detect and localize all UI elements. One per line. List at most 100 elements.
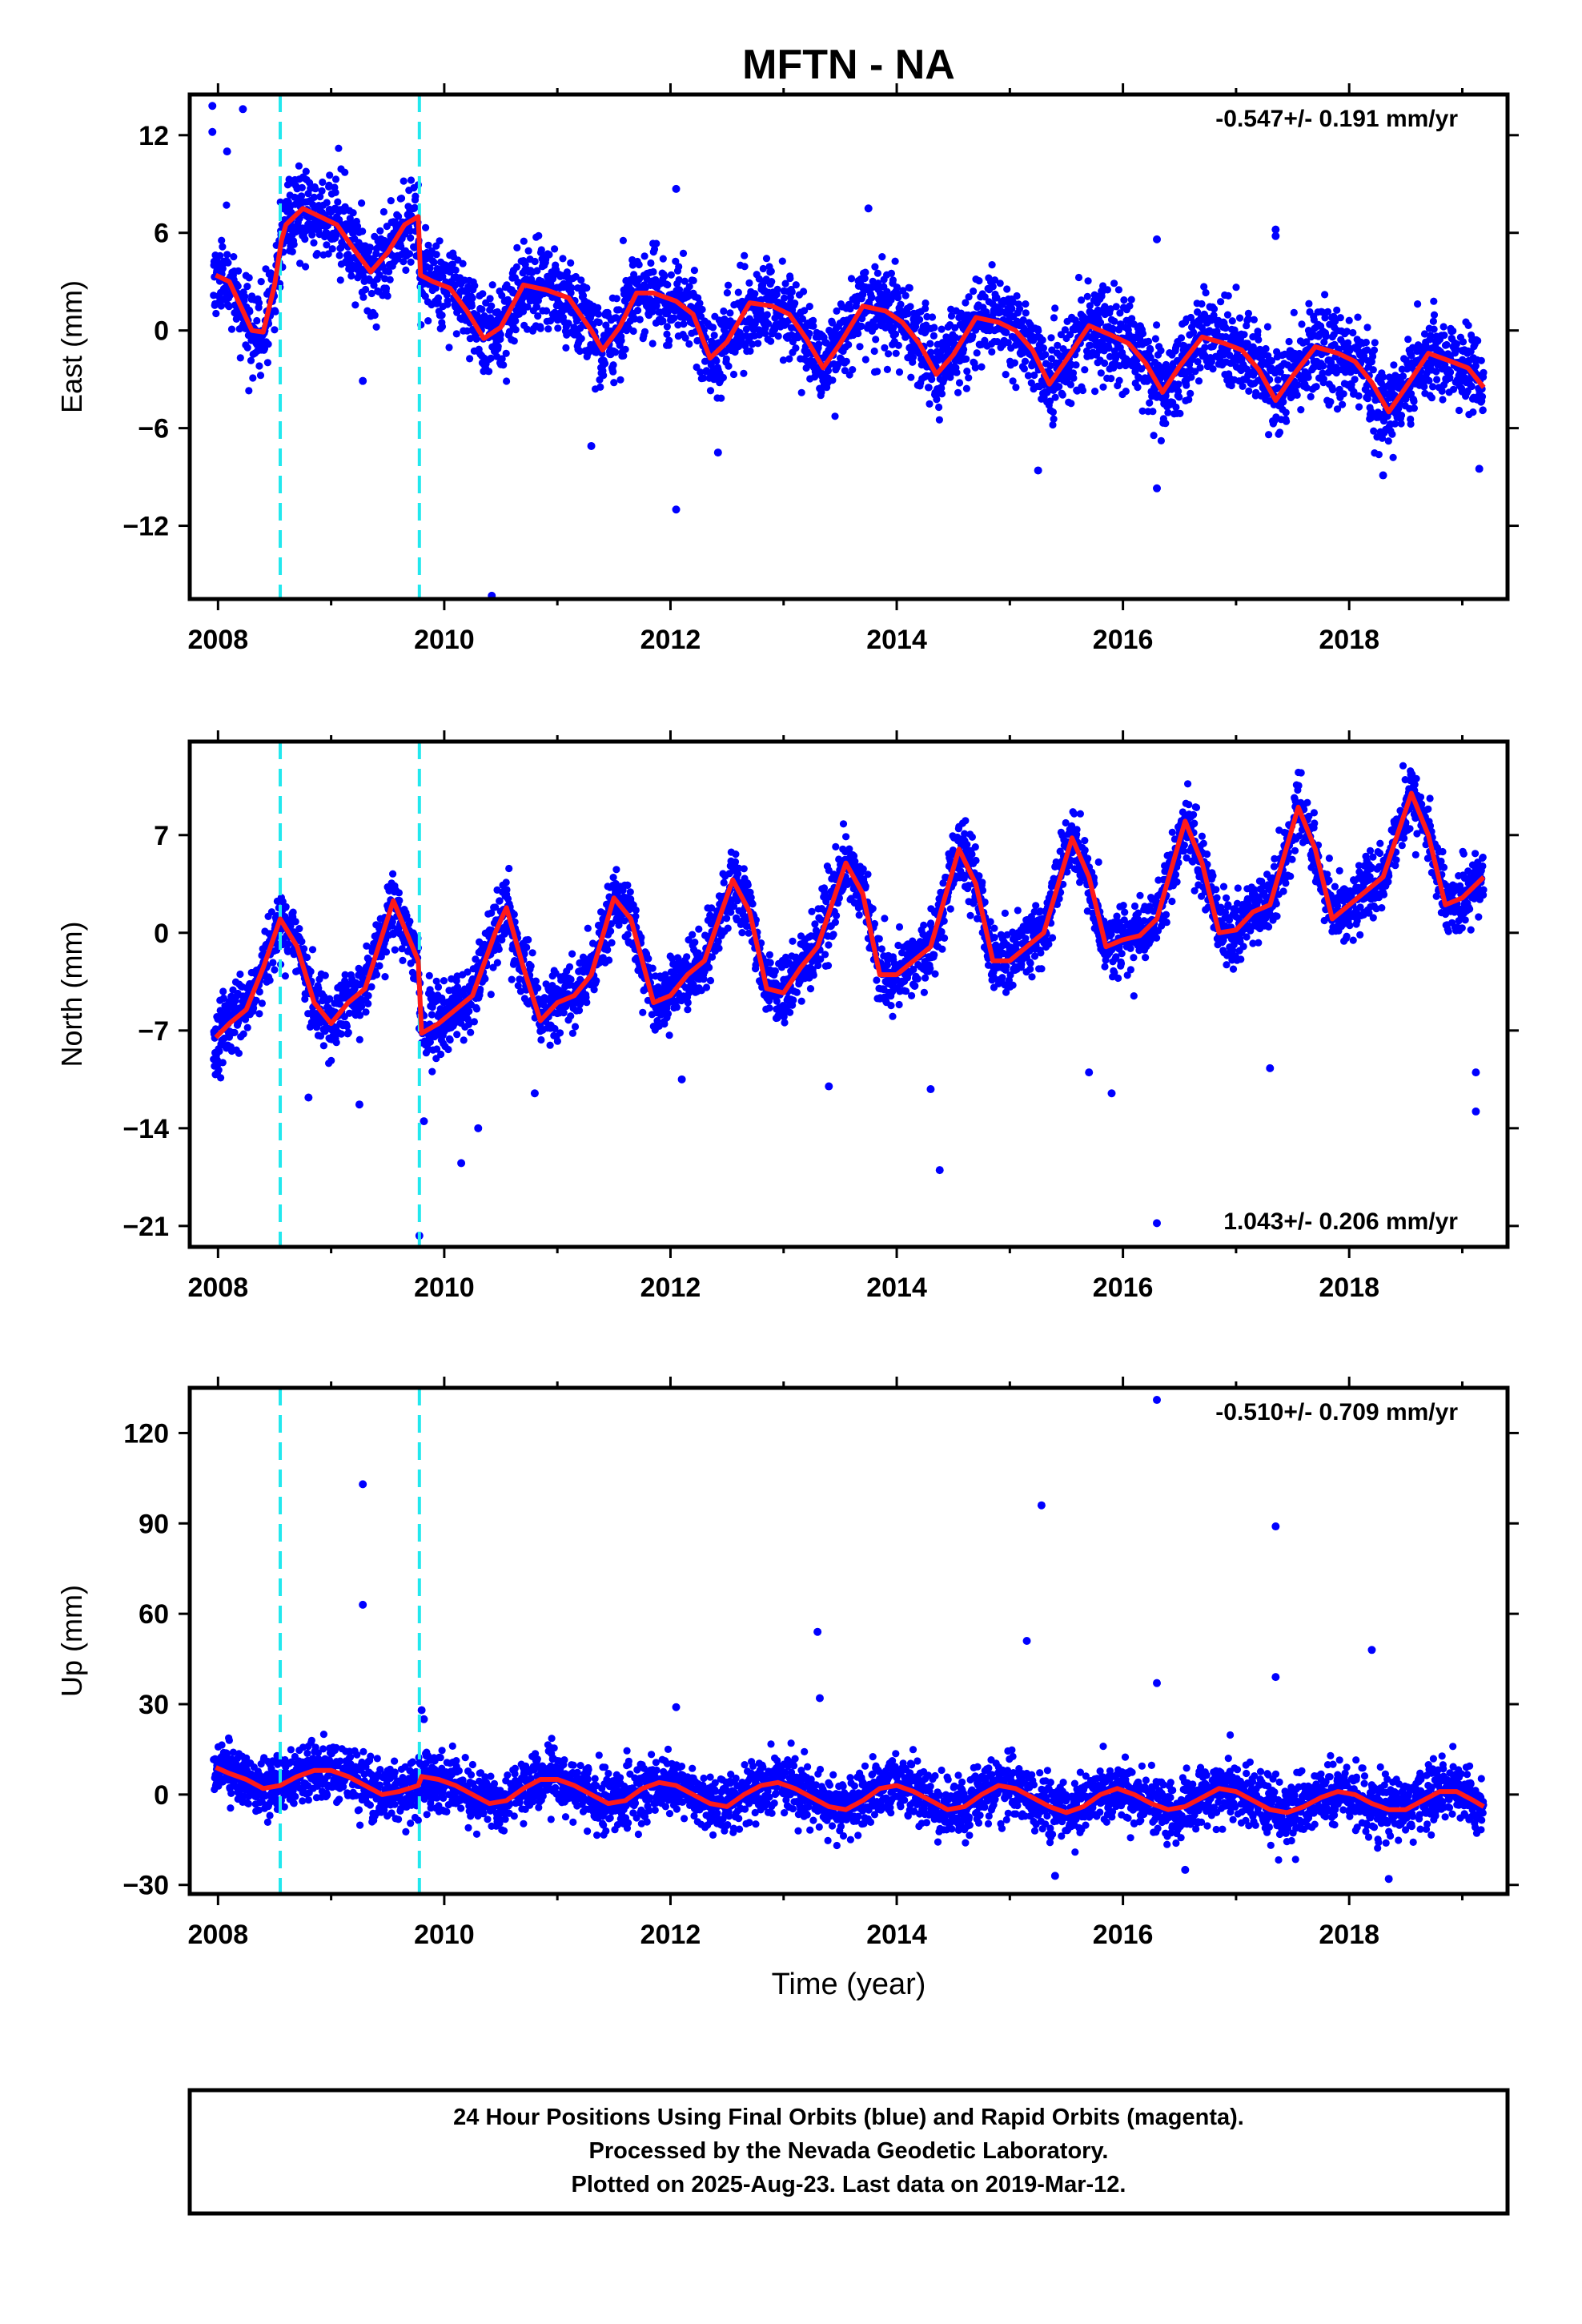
position-point — [382, 948, 391, 956]
position-point — [1126, 302, 1134, 310]
north-panel: 2008 2010 2012 2014 2016 2018−21−14−707North … — [55, 730, 1519, 1303]
position-point — [335, 251, 343, 259]
position-point — [1009, 298, 1018, 306]
position-point — [734, 288, 742, 296]
position-point — [245, 387, 253, 395]
position-point — [344, 1028, 352, 1036]
position-point — [459, 259, 467, 267]
position-point — [527, 962, 535, 970]
position-point — [1224, 292, 1232, 300]
position-point — [236, 354, 244, 362]
chart-title: MFTN - NA — [742, 42, 955, 88]
position-point — [975, 277, 983, 285]
position-point — [1410, 404, 1418, 412]
position-point — [1254, 328, 1262, 336]
position-point — [247, 356, 255, 364]
position-point — [938, 325, 946, 333]
position-point — [1153, 321, 1161, 329]
position-point — [921, 304, 930, 312]
position-point — [1327, 359, 1335, 367]
position-point — [524, 935, 532, 944]
position-point — [467, 1028, 475, 1036]
position-point — [465, 1007, 473, 1015]
position-point — [316, 1032, 325, 1040]
position-point — [1157, 436, 1165, 445]
position-point — [831, 412, 839, 420]
position-point — [487, 354, 495, 362]
position-point — [253, 316, 261, 325]
position-point — [1201, 344, 1209, 352]
position-point — [389, 870, 397, 878]
position-point — [829, 376, 837, 384]
position-point — [1207, 358, 1215, 366]
position-point — [1355, 392, 1363, 400]
position-point — [1399, 372, 1407, 380]
position-point — [907, 373, 915, 381]
position-point — [947, 312, 956, 320]
position-point — [1101, 359, 1109, 368]
position-point — [1432, 368, 1440, 376]
position-point — [749, 326, 757, 334]
position-point — [225, 303, 233, 311]
position-point — [1066, 380, 1074, 388]
position-point — [809, 316, 817, 324]
position-point — [1050, 314, 1058, 322]
position-point — [981, 293, 989, 301]
position-point — [698, 305, 706, 314]
position-point — [1097, 369, 1105, 377]
x-tick-label: 2012 — [640, 625, 701, 655]
position-point — [781, 279, 789, 287]
position-point — [887, 269, 895, 277]
outlier-point — [672, 505, 681, 514]
position-point — [1190, 328, 1198, 336]
position-point — [271, 966, 279, 974]
position-point — [347, 271, 355, 280]
position-point — [559, 255, 567, 263]
position-point — [954, 388, 962, 396]
position-point — [774, 332, 782, 340]
position-point — [243, 1023, 251, 1031]
position-point — [1019, 316, 1027, 324]
position-point — [1369, 366, 1377, 374]
position-point — [805, 303, 813, 311]
position-point — [1083, 292, 1091, 300]
position-point — [255, 299, 263, 307]
position-point — [466, 355, 474, 363]
position-point — [962, 355, 970, 363]
position-point — [971, 364, 979, 372]
position-point — [889, 276, 897, 284]
position-point — [1174, 388, 1182, 396]
position-point — [219, 994, 227, 1003]
position-point — [893, 283, 901, 292]
position-point — [1245, 387, 1253, 395]
position-point — [1055, 383, 1063, 391]
position-point — [271, 308, 279, 316]
position-point — [1146, 399, 1154, 407]
position-point — [833, 307, 841, 315]
position-point — [928, 376, 936, 384]
position-point — [315, 984, 323, 992]
position-point — [965, 374, 973, 382]
position-point — [436, 237, 444, 245]
position-point — [1397, 420, 1405, 428]
position-point — [452, 330, 460, 338]
position-point — [399, 956, 407, 964]
position-point — [1022, 300, 1030, 308]
position-point — [868, 294, 876, 302]
position-point — [663, 330, 671, 338]
position-point — [1146, 353, 1154, 362]
x-tick-label: 2018 — [1319, 625, 1379, 655]
position-point — [215, 1047, 223, 1055]
position-point — [1279, 398, 1287, 406]
outlier-point — [239, 105, 247, 114]
position-point — [1370, 427, 1378, 435]
position-point — [1250, 316, 1258, 324]
position-point — [1305, 300, 1313, 308]
position-point — [640, 252, 648, 260]
position-point — [572, 272, 580, 281]
position-point — [925, 384, 933, 392]
position-point — [661, 272, 669, 280]
position-point — [372, 971, 381, 979]
position-point — [935, 416, 943, 424]
position-point — [362, 285, 370, 294]
